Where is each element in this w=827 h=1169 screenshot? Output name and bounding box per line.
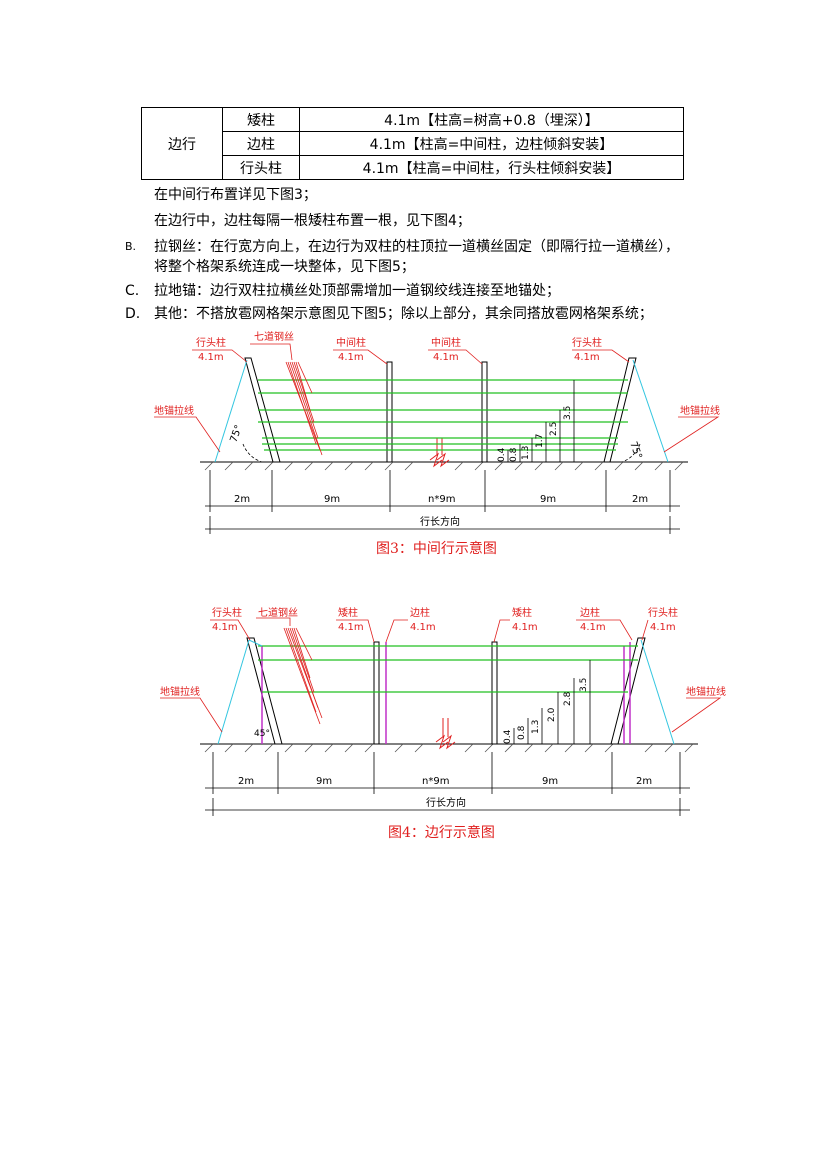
figure-3-caption: 图3：中间行示意图 xyxy=(376,541,497,557)
dim-label: 2m xyxy=(636,776,652,787)
head-post-left xyxy=(244,357,281,463)
dim-label: 9m xyxy=(316,776,332,787)
break-symbol xyxy=(429,452,443,468)
label-head-post-right: 行头柱 xyxy=(572,336,602,349)
label-row-head-post-h: 4.1m xyxy=(198,352,224,363)
label-edge-post-2-h: 4.1m xyxy=(580,622,606,633)
horizontal-dimensions xyxy=(205,470,680,534)
height-label: 1.7 xyxy=(535,434,545,448)
height-label: 1.3 xyxy=(521,446,531,460)
paragraph-fig4-ref: 在边行中，边柱每隔一根矮柱布置一根，见下图4； xyxy=(154,213,471,229)
height-label: 2.8 xyxy=(563,691,573,706)
horizontal-dimensions xyxy=(205,752,690,816)
figure-4-diagram: 45° 行头柱 4.1m 七道钢丝 矮柱 4.1m 边柱 4.1m 矮柱 4.1… xyxy=(160,606,726,816)
label-short-post-2-h: 4.1m xyxy=(512,622,538,633)
angle-label-left: 45° xyxy=(254,729,270,739)
height-dimensions xyxy=(513,660,591,744)
label-short-post: 矮柱 xyxy=(338,606,358,619)
table-cell-name: 边柱 xyxy=(222,131,300,156)
table-cell-name: 行头柱 xyxy=(222,155,300,180)
label-middle-post-1: 中间柱 xyxy=(336,336,366,349)
anchor-cable-left xyxy=(214,359,248,463)
direction-label: 行长方向 xyxy=(426,796,466,809)
label-head-post-left-h: 4.1m xyxy=(212,622,238,633)
spec-table: 边行 矮柱 4.1m【柱高=树高+0.8（埋深）】 边柱 4.1m【柱高=中间柱… xyxy=(141,107,684,180)
height-label: 1.3 xyxy=(531,720,541,734)
label-middle-post-1-h: 4.1m xyxy=(338,352,364,363)
short-post-2 xyxy=(491,641,498,745)
anchor-cable-right xyxy=(640,639,675,745)
label-middle-post-2-h: 4.1m xyxy=(433,352,459,363)
height-label: 3.5 xyxy=(579,678,589,692)
wire-leaders xyxy=(285,361,323,456)
label-head-post-left: 行头柱 xyxy=(212,606,242,619)
height-label: 2.0 xyxy=(547,707,557,722)
label-short-post-2: 矮柱 xyxy=(512,606,532,619)
table-cell-name: 矮柱 xyxy=(222,107,300,132)
height-label: 3.5 xyxy=(563,406,573,420)
label-edge-post-2: 边柱 xyxy=(580,606,600,619)
break-symbol xyxy=(435,734,449,750)
list-marker-d: D. xyxy=(125,306,141,322)
label-anchor-left: 地锚拉线 xyxy=(154,404,194,417)
label-middle-post-2: 中间柱 xyxy=(431,336,461,349)
angle-label-left: 75° xyxy=(228,424,244,444)
label-head-post-right-h: 4.1m xyxy=(650,622,676,633)
wire-leaders xyxy=(283,627,323,725)
height-dimensions xyxy=(507,380,575,462)
figure-3-diagram: 75° 75° 行头柱 4.1m 七道钢丝 中间柱 4.1m 中间柱 4.1m … xyxy=(154,330,720,534)
list-item-b-line1: 拉钢丝：在行宽方向上，在边行为双柱的柱顶拉一道横丝固定（即隔行拉一道横丝）， xyxy=(154,239,679,255)
dim-label: 9m xyxy=(324,494,340,505)
wires xyxy=(258,645,638,693)
list-marker-b: B. xyxy=(125,240,137,253)
direction-label: 行长方向 xyxy=(420,515,460,528)
label-edge-post-h: 4.1m xyxy=(410,622,436,633)
anchor-cable-right xyxy=(632,359,669,463)
middle-post-2 xyxy=(481,361,488,463)
label-head-post-right: 行头柱 xyxy=(648,606,678,619)
label-head-post-right-h: 4.1m xyxy=(574,352,600,363)
dim-label: 2m xyxy=(632,494,648,505)
figure-4-caption: 图4：边行示意图 xyxy=(388,825,495,841)
middle-post-1 xyxy=(386,361,393,463)
wires xyxy=(258,379,628,451)
height-label: 0.8 xyxy=(509,447,519,462)
dim-label: n*9m xyxy=(422,776,449,787)
height-label: 0.8 xyxy=(517,725,527,740)
list-item-d: 其他：不搭放雹网格架示意图见下图5；除以上部分，其余同搭放雹网格架系统； xyxy=(154,306,653,322)
height-label: 0.4 xyxy=(503,729,513,744)
head-post-right xyxy=(603,357,637,463)
dim-label: 2m xyxy=(234,494,250,505)
list-item-b-line2: 将整个格架系统连成一块整体，见下图5； xyxy=(154,259,415,275)
table-cell-value: 4.1m【柱高=中间柱，行头柱倾斜安装】 xyxy=(299,155,684,180)
head-post-right xyxy=(610,637,646,745)
anchor-cable-left xyxy=(217,639,250,745)
label-seven-wires: 七道钢丝 xyxy=(254,330,294,343)
label-short-post-h: 4.1m xyxy=(338,622,364,633)
ground-hatch xyxy=(204,461,684,471)
ground-hatch xyxy=(204,743,694,753)
height-label: 0.4 xyxy=(497,447,507,462)
head-post-left xyxy=(246,637,283,745)
dim-label: 9m xyxy=(542,776,558,787)
dim-label: n*9m xyxy=(428,494,455,505)
label-anchor-right: 地锚拉线 xyxy=(686,685,726,698)
list-marker-c: C. xyxy=(125,283,140,299)
label-anchor-right: 地锚拉线 xyxy=(680,404,720,417)
table-cell-value: 4.1m【柱高=树高+0.8（埋深）】 xyxy=(299,107,684,132)
label-anchor-left: 地锚拉线 xyxy=(160,685,200,698)
dim-label: 9m xyxy=(540,494,556,505)
paragraph-fig3-ref: 在中间行布置详见下图3； xyxy=(154,187,317,203)
label-seven-wires: 七道钢丝 xyxy=(258,606,298,619)
height-label: 2.5 xyxy=(549,422,559,436)
label-row-head-post: 行头柱 xyxy=(196,336,226,349)
table-group-label: 边行 xyxy=(141,107,223,180)
dim-label: 2m xyxy=(238,776,254,787)
short-post-1 xyxy=(373,641,380,745)
label-edge-post: 边柱 xyxy=(410,606,430,619)
list-item-c: 拉地锚：边行双柱拉横丝处顶部需增加一道钢绞线连接至地锚处； xyxy=(154,283,560,299)
table-cell-value: 4.1m【柱高=中间柱，边柱倾斜安装】 xyxy=(299,131,684,156)
